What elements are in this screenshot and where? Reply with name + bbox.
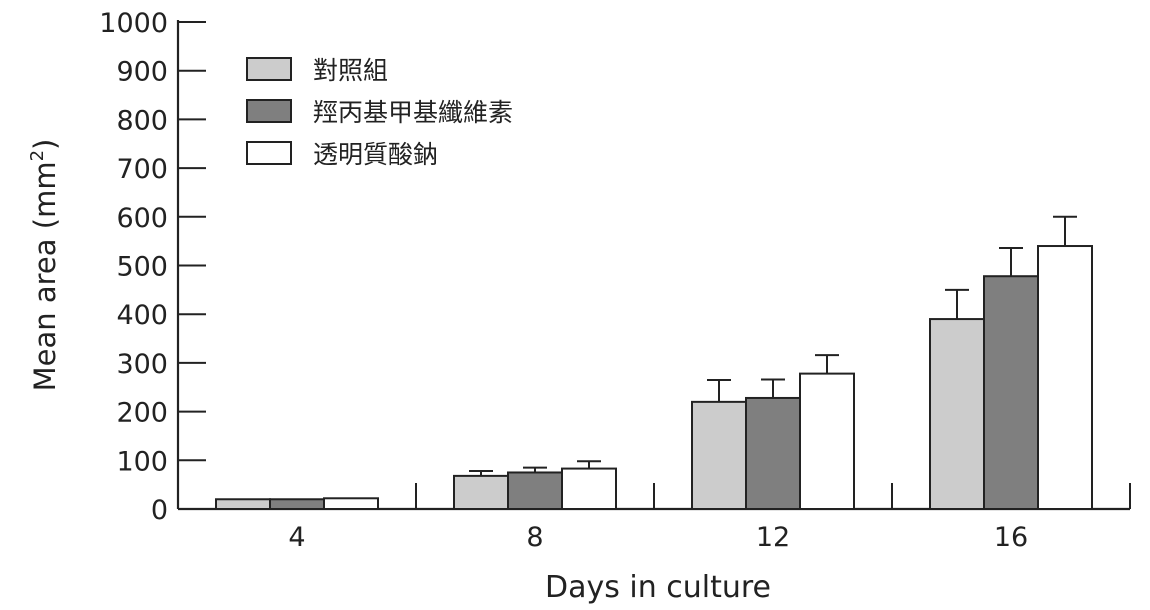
- axes: 0 100 200 300 400 500 600 700 800 900 1000 4 8 12 16: [99, 8, 1131, 553]
- bar: [507, 471, 563, 511]
- y-tick-label: 900: [116, 57, 168, 88]
- bar: [453, 474, 509, 511]
- y-axis-label-superscript: 2: [27, 150, 48, 161]
- x-tick-label: 16: [994, 522, 1028, 553]
- legend-label: 羥丙基甲基纖維素: [313, 98, 513, 127]
- bar: [215, 498, 271, 511]
- y-tick-label: 700: [116, 154, 168, 185]
- x-tick-label: 4: [288, 522, 305, 553]
- y-tick-label: 0: [151, 495, 168, 526]
- x-tick-label: 12: [756, 522, 790, 553]
- legend-label: 對照組: [313, 56, 388, 85]
- y-tick-label: 600: [116, 203, 168, 234]
- y-tick-label: 800: [116, 105, 168, 136]
- x-tick-label: 8: [526, 522, 543, 553]
- bar: [269, 498, 325, 511]
- bar: [799, 372, 855, 511]
- legend-swatch: [246, 141, 292, 165]
- bar: [745, 396, 801, 510]
- y-axis-label-suffix: ): [28, 139, 62, 150]
- bar: [1037, 245, 1093, 511]
- legend-swatch: [246, 57, 292, 81]
- y-tick-label: 500: [116, 252, 168, 283]
- y-tick-label: 300: [116, 349, 168, 380]
- bar: [983, 275, 1039, 510]
- y-axis-label: Mean area (mm2): [27, 139, 62, 392]
- y-tick-label: 400: [116, 300, 168, 331]
- bar: [561, 467, 617, 511]
- x-axis-label: Days in culture: [545, 570, 771, 605]
- bar: [691, 400, 747, 510]
- y-tick-label: 100: [116, 446, 168, 477]
- legend-label: 透明質酸鈉: [313, 140, 438, 169]
- bar: [323, 497, 379, 511]
- bars: [215, 215, 1093, 511]
- legend-swatch: [246, 99, 292, 123]
- bar: [929, 318, 985, 510]
- y-axis-label-main: Mean area (mm: [28, 161, 62, 391]
- y-tick-label: 1000: [99, 8, 168, 39]
- y-tick-label: 200: [116, 398, 168, 429]
